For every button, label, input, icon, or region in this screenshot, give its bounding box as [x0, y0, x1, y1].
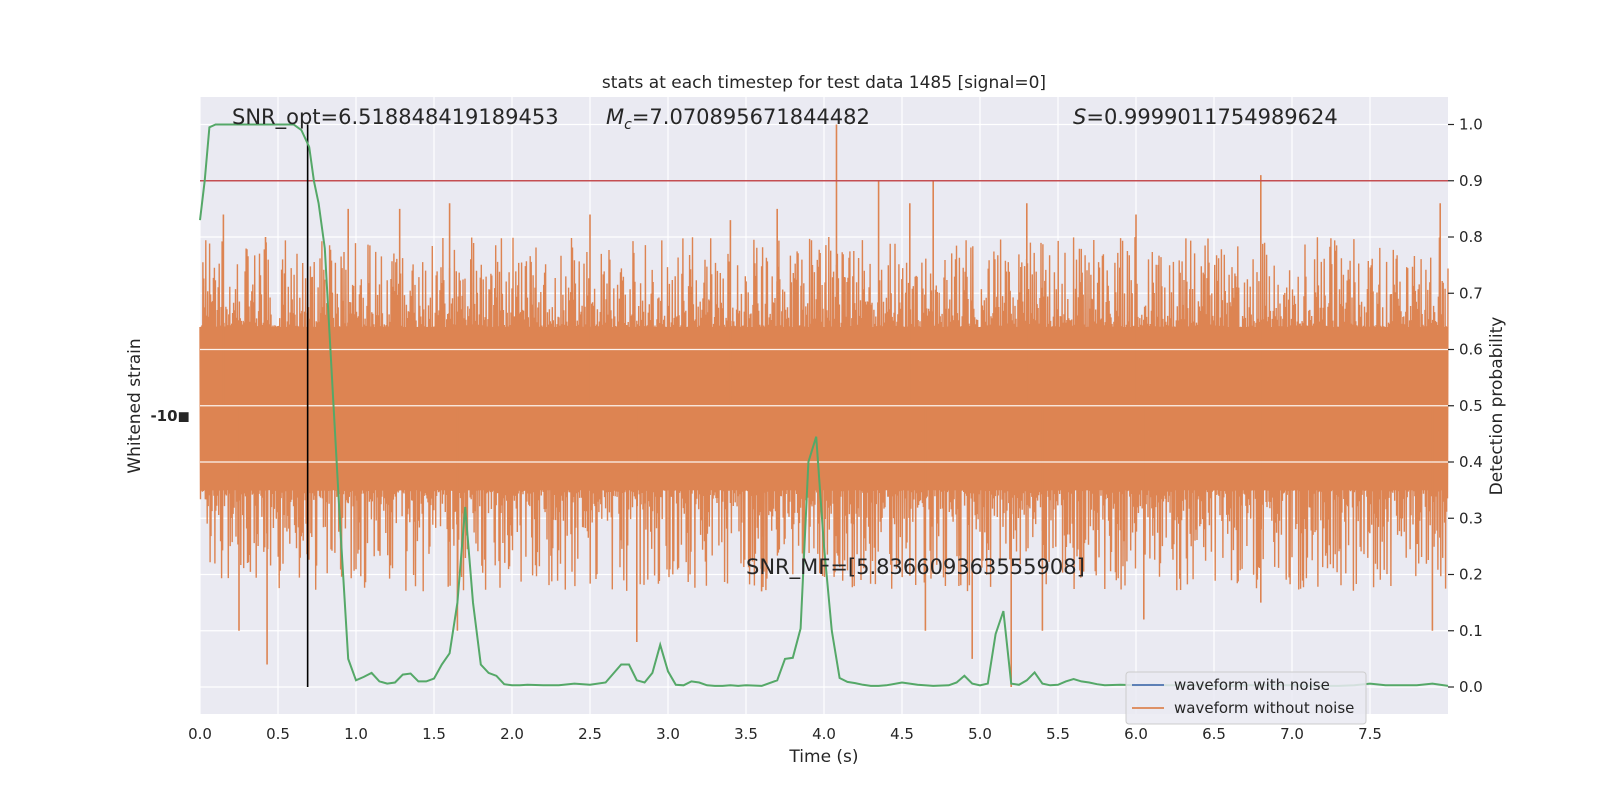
x-axis-label: Time (s) [788, 747, 858, 767]
x-tick-label-8: 4.0 [812, 725, 836, 743]
x-tick-label-3: 1.5 [422, 725, 446, 743]
strain-band [199, 124, 1449, 687]
y-right-tick-label-2: 0.2 [1459, 566, 1483, 584]
y-right-tick-label-8: 0.8 [1459, 228, 1483, 246]
x-tick-label-9: 4.5 [890, 725, 914, 743]
strain-core [200, 327, 1448, 491]
x-axis-ticks: 0.0 0.5 1.0 1.5 2.0 2.5 3.0 3.5 4.0 4.5 5.0 5.5 6.0 6… [188, 725, 1382, 743]
y-axis-label-left: Whitened strain [125, 338, 145, 473]
y-right-tick-label-0: 0.0 [1459, 678, 1483, 696]
x-tick-label-12: 6.0 [1124, 725, 1148, 743]
x-tick-label-0: 0.0 [188, 725, 212, 743]
x-tick-label-11: 5.5 [1046, 725, 1070, 743]
y-right-tick-label-6: 0.6 [1459, 341, 1483, 359]
mc-annotation: Mc=7.070895671844482 [606, 105, 870, 133]
s-annotation: S=0.9999011754989624 [1073, 105, 1338, 129]
y-axis-label-right: Detection probability [1487, 317, 1507, 496]
mc-value: =7.070895671844482 [632, 105, 870, 129]
x-tick-label-6: 3.0 [656, 725, 680, 743]
snr-opt-annotation: SNR_opt=6.518848419189453 [232, 105, 559, 130]
y-right-tick-label-7: 0.7 [1459, 284, 1483, 302]
s-value: =0.9999011754989624 [1086, 105, 1337, 129]
x-tick-label-15: 7.5 [1358, 725, 1382, 743]
x-tick-label-2: 1.0 [344, 725, 368, 743]
legend-box [1125, 671, 1367, 725]
snr-mf-annotation: SNR_MF=[5.836609363555908] [746, 555, 1085, 580]
x-tick-label-4: 2.0 [500, 725, 524, 743]
y-right-axis-ticks: 0.0 0.1 0.2 0.3 0.4 0.5 0.6 0.7 0.8 0.9 1.0 [1448, 116, 1483, 696]
y-right-tick-label-3: 0.3 [1459, 509, 1483, 527]
x-tick-label-1: 0.5 [266, 725, 290, 743]
x-tick-label-13: 6.5 [1202, 725, 1226, 743]
left-axis-overlapping-ticks: -10◼ [150, 407, 190, 425]
legend: waveform with noise waveform without noi… [1125, 671, 1367, 725]
x-tick-label-10: 5.0 [968, 725, 992, 743]
y-right-tick-label-9: 0.9 [1459, 172, 1483, 190]
y-right-tick-label-4: 0.4 [1459, 453, 1483, 471]
y-right-tick-label-10: 1.0 [1459, 116, 1483, 134]
s-symbol: S [1073, 105, 1086, 129]
y-right-tick-label-1: 0.1 [1459, 622, 1483, 640]
x-tick-label-5: 2.5 [578, 725, 602, 743]
mc-subscript: c [624, 117, 632, 133]
y-right-tick-label-5: 0.5 [1459, 397, 1483, 415]
chart-title: stats at each timestep for test data 148… [602, 73, 1046, 93]
legend-label-with-noise: waveform with noise [1174, 676, 1330, 694]
left-tick-cluster: -10◼ [150, 407, 190, 425]
mc-symbol: M [606, 105, 624, 129]
legend-label-without-noise: waveform without noise [1174, 699, 1354, 717]
x-tick-label-7: 3.5 [734, 725, 758, 743]
x-tick-label-14: 7.0 [1280, 725, 1304, 743]
